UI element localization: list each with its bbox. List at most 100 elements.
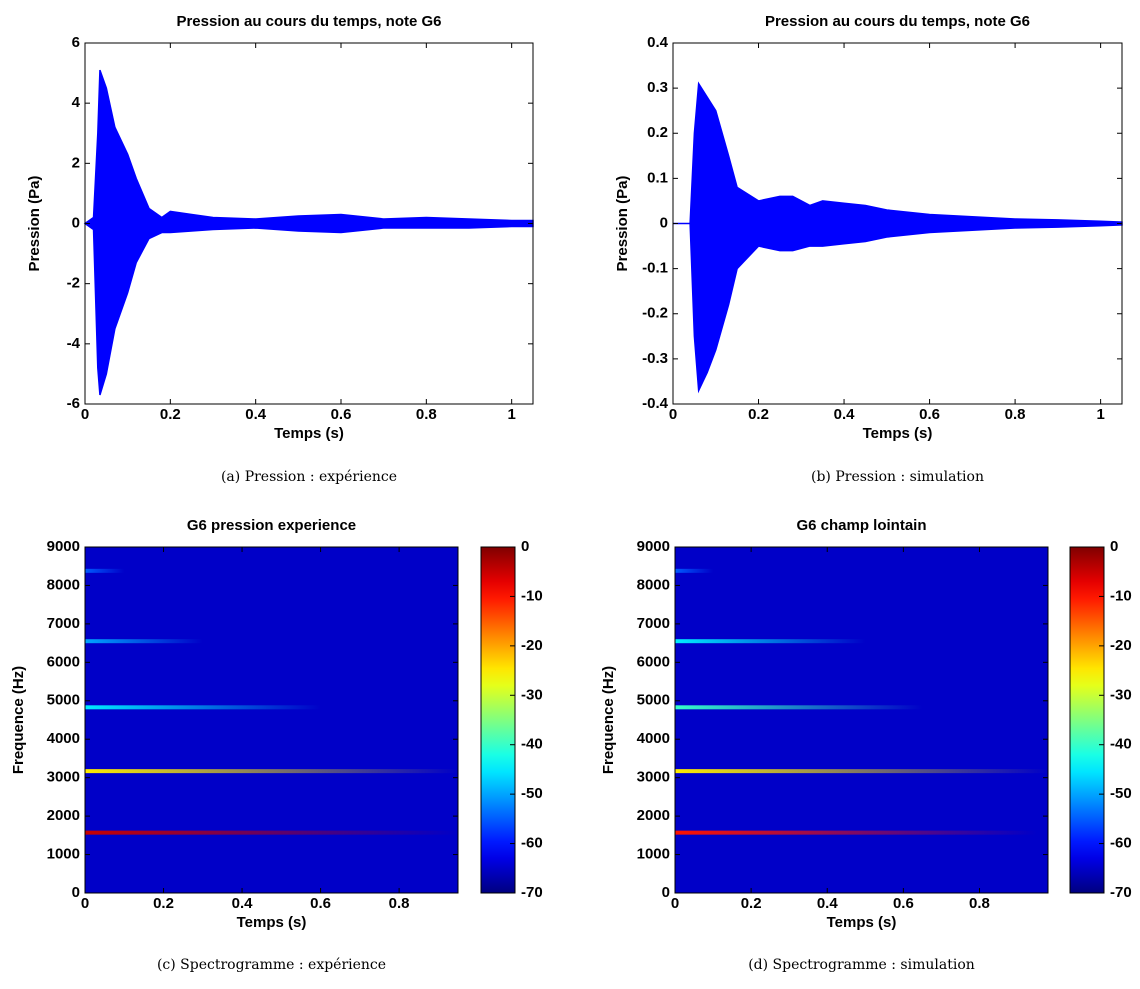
colorbar-tick-label: -60 [521, 835, 543, 852]
x-tick-label: 0.8 [1005, 406, 1026, 423]
harmonic-line [85, 769, 458, 774]
colorbar-tick-label: -30 [521, 686, 543, 703]
colorbar-tick-label: -40 [1110, 736, 1132, 753]
y-axis-label: Frequence (Hz) [10, 666, 27, 774]
harmonic-line [85, 568, 125, 573]
y-tick-label: 4000 [637, 730, 670, 747]
colorbar-tick-label: -20 [1110, 637, 1132, 654]
colorbar [480, 546, 516, 894]
caption: (b) Pression : simulation [811, 469, 984, 485]
y-tick-label: -4 [67, 335, 81, 352]
x-tick-label: 0.8 [416, 406, 437, 423]
x-tick-label: 0.6 [331, 406, 352, 423]
harmonic-line [85, 830, 458, 835]
y-tick-label: 7000 [637, 615, 670, 632]
waveform-envelope [673, 81, 1123, 394]
x-tick-label: 0 [669, 406, 677, 423]
spectrogram-background [675, 547, 1048, 893]
plot-area [85, 547, 458, 893]
waveform-envelope [83, 69, 534, 396]
x-axis-label: Temps (s) [827, 914, 897, 931]
y-tick-label: 0.1 [647, 169, 668, 186]
harmonic-line [675, 639, 866, 644]
y-tick-label: -0.2 [642, 305, 668, 322]
chart-title: Pression au cours du temps, note G6 [765, 13, 1030, 30]
y-tick-label: 0 [72, 214, 80, 231]
plot-area [673, 81, 1123, 394]
y-tick-label: 0 [660, 214, 668, 231]
y-tick-label: 1000 [637, 846, 670, 863]
caption: (a) Pression : expérience [221, 469, 397, 485]
colorbar-tick-label: -60 [1110, 835, 1132, 852]
y-tick-label: 3000 [47, 769, 80, 786]
y-tick-label: 2 [72, 154, 80, 171]
x-tick-label: 0.2 [153, 895, 174, 912]
colorbar-tick-label: -40 [521, 736, 543, 753]
y-tick-label: 5000 [47, 692, 80, 709]
y-tick-label: 6000 [637, 653, 670, 670]
y-tick-label: 9000 [47, 538, 80, 555]
harmonic-line [675, 769, 1048, 774]
plot-area [675, 547, 1048, 893]
colorbar-tick-label: 0 [521, 538, 529, 555]
colorbar-tick-label: -50 [1110, 785, 1132, 802]
y-tick-label: 8000 [47, 576, 80, 593]
harmonic-line [675, 568, 714, 573]
y-axis-label: Frequence (Hz) [600, 666, 617, 774]
chart-title: Pression au cours du temps, note G6 [176, 13, 441, 30]
spectrogram-background [85, 547, 458, 893]
colorbar-tick-label: -20 [521, 637, 543, 654]
x-tick-label: 0.2 [741, 895, 762, 912]
y-tick-label: 0 [662, 884, 670, 901]
caption: (d) Spectrogramme : simulation [748, 957, 975, 973]
x-tick-label: 0 [671, 895, 679, 912]
x-tick-label: 0.4 [817, 895, 839, 912]
y-tick-label: 0.3 [647, 79, 668, 96]
x-tick-label: 0.6 [919, 406, 940, 423]
x-tick-label: 0.2 [160, 406, 181, 423]
y-axis-label: Pression (Pa) [614, 176, 631, 272]
y-tick-label: -6 [67, 395, 80, 412]
x-tick-label: 0.8 [969, 895, 990, 912]
y-tick-label: 0.4 [647, 34, 669, 51]
x-tick-label: 0 [81, 895, 89, 912]
harmonic-line [675, 705, 923, 710]
plot-area [83, 69, 534, 396]
y-tick-label: 5000 [637, 692, 670, 709]
x-axis-label: Temps (s) [863, 425, 933, 442]
y-tick-label: -0.1 [642, 260, 668, 277]
y-tick-label: 7000 [47, 615, 80, 632]
y-tick-label: 0 [72, 884, 80, 901]
colorbar-tick-label: -10 [1110, 587, 1132, 604]
y-tick-label: -0.3 [642, 350, 668, 367]
y-axis-label: Pression (Pa) [26, 176, 43, 272]
y-tick-label: -0.4 [642, 395, 669, 412]
y-tick-label: 4 [72, 94, 81, 111]
x-tick-label: 0.8 [389, 895, 410, 912]
x-tick-label: 0 [81, 406, 89, 423]
y-tick-label: 2000 [47, 807, 80, 824]
y-tick-label: 4000 [47, 730, 80, 747]
x-tick-label: 0.6 [310, 895, 331, 912]
harmonic-line [85, 705, 321, 710]
harmonic-line [675, 830, 1037, 835]
axes-frame [674, 546, 1049, 894]
colorbar-tick-label: -70 [521, 884, 543, 901]
colorbar-tick-label: -30 [1110, 686, 1132, 703]
colorbar-tick-label: -10 [521, 587, 543, 604]
x-tick-label: 0.4 [232, 895, 254, 912]
x-tick-label: 0.4 [834, 406, 856, 423]
axes-frame [84, 546, 459, 894]
x-axis-label: Temps (s) [237, 914, 307, 931]
y-tick-label: 6000 [47, 653, 80, 670]
x-tick-label: 0.6 [893, 895, 914, 912]
caption: (c) Spectrogramme : expérience [157, 957, 386, 973]
y-tick-label: -2 [67, 275, 80, 292]
colorbar [1069, 546, 1105, 894]
x-tick-label: 1 [507, 406, 515, 423]
colorbar-tick-label: 0 [1110, 538, 1118, 555]
y-tick-label: 9000 [637, 538, 670, 555]
x-tick-label: 0.4 [245, 406, 267, 423]
y-tick-label: 6 [72, 34, 80, 51]
